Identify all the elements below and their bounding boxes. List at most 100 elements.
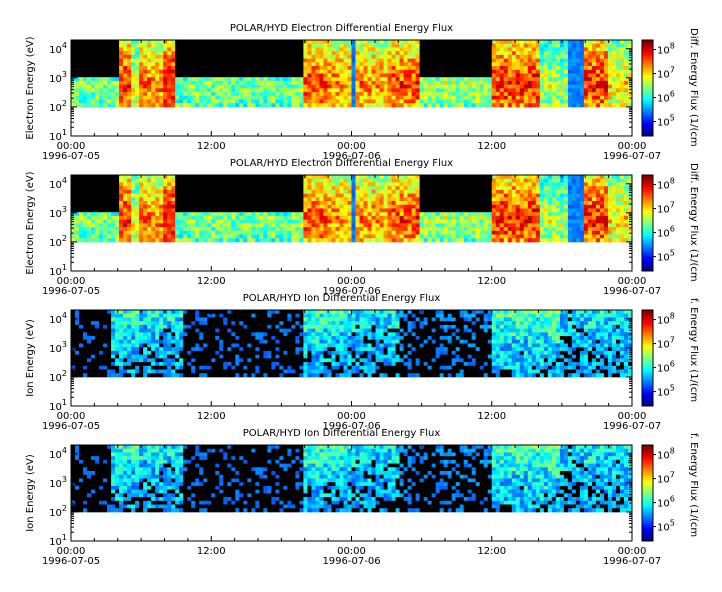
heatmap-cell <box>339 77 344 82</box>
heatmap-cell <box>427 234 433 239</box>
heatmap-cell <box>395 223 400 228</box>
heatmap-cell <box>107 95 112 100</box>
heatmap-cell <box>595 47 601 52</box>
heatmap-cell <box>359 84 364 89</box>
heatmap-cell <box>571 193 577 198</box>
heatmap-cell <box>79 54 84 59</box>
heatmap-cell <box>399 58 404 63</box>
heatmap-cell <box>563 80 569 86</box>
heatmap-cell <box>283 204 288 209</box>
heatmap-cell <box>447 95 453 100</box>
heatmap-cell <box>203 197 208 202</box>
heatmap-cell <box>555 238 561 243</box>
heatmap-cell <box>519 208 525 213</box>
heatmap-cell <box>315 238 320 243</box>
heatmap-cell <box>147 58 152 63</box>
heatmap-cell <box>287 193 292 198</box>
heatmap-cell <box>247 182 252 187</box>
heatmap-cell <box>219 88 224 93</box>
heatmap-cell <box>475 66 481 71</box>
heatmap-cell <box>407 40 413 45</box>
heatmap-cell <box>415 58 421 63</box>
heatmap-cell <box>127 66 132 71</box>
heatmap-cell <box>559 62 565 67</box>
heatmap-cell <box>195 84 200 89</box>
heatmap-cell <box>251 92 256 97</box>
heatmap-cell <box>363 204 368 209</box>
heatmap-cell <box>175 227 180 232</box>
heatmap-cell <box>167 95 172 100</box>
heatmap-cell <box>487 238 493 243</box>
heatmap-cell <box>515 69 521 74</box>
heatmap-cell <box>83 69 88 74</box>
heatmap-cell <box>279 95 284 100</box>
heatmap-cell <box>111 77 116 82</box>
heatmap-cell <box>179 204 184 209</box>
heatmap-cell <box>471 178 477 183</box>
heatmap-cell <box>375 77 380 82</box>
heatmap-cell <box>479 182 485 187</box>
heatmap-cell <box>179 182 184 187</box>
heatmap-cell <box>95 223 100 228</box>
heatmap-cell <box>187 73 192 78</box>
heatmap-cell <box>467 88 473 93</box>
heatmap-cell <box>251 103 256 108</box>
heatmap-cell <box>575 186 581 191</box>
heatmap-cell <box>323 66 328 71</box>
heatmap-cell <box>331 197 336 202</box>
heatmap-cell <box>179 95 184 100</box>
heatmap-cell <box>311 193 316 198</box>
heatmap-cell <box>171 43 176 48</box>
heatmap-cell <box>315 234 320 239</box>
heatmap-cell <box>507 178 513 183</box>
heatmap-cell <box>519 69 525 74</box>
heatmap-cell <box>559 208 565 213</box>
heatmap-cell <box>247 58 252 63</box>
heatmap-cell <box>315 186 320 191</box>
heatmap-cell <box>183 189 188 194</box>
heatmap-cell <box>539 227 545 232</box>
heatmap-cell <box>127 189 132 194</box>
heatmap-cell <box>167 208 172 213</box>
heatmap-cell <box>83 40 88 45</box>
heatmap-cell <box>299 186 304 191</box>
heatmap-cell <box>387 84 392 89</box>
colorbar-tick-label: 105 <box>657 114 675 129</box>
heatmap-cell <box>591 103 597 108</box>
heatmap-cell <box>539 182 545 187</box>
heatmap-cell <box>175 175 180 180</box>
heatmap-cell <box>151 40 156 45</box>
heatmap-cell <box>451 238 457 243</box>
heatmap-cell <box>551 238 557 243</box>
heatmap-cell <box>367 58 372 63</box>
heatmap-cell <box>463 62 469 67</box>
heatmap-cell <box>75 73 80 78</box>
heatmap-cell <box>75 201 80 206</box>
heatmap-cell <box>311 51 316 56</box>
heatmap-cell <box>551 73 557 78</box>
heatmap-cell <box>287 92 292 97</box>
heatmap-cell <box>307 84 312 89</box>
heatmap-cell <box>539 84 545 89</box>
heatmap-cell <box>403 204 408 209</box>
heatmap-cell <box>467 80 473 86</box>
heatmap-cell <box>575 77 581 82</box>
heatmap-cell <box>167 175 172 180</box>
heatmap-cell <box>611 43 617 48</box>
heatmap-cell <box>103 201 108 206</box>
heatmap-cell <box>319 227 324 232</box>
heatmap-cell <box>443 103 449 108</box>
heatmap-cell <box>479 80 485 86</box>
heatmap-cell <box>211 197 216 202</box>
heatmap-cell <box>427 80 433 86</box>
heatmap-cell <box>151 208 156 213</box>
heatmap-cell <box>231 47 236 52</box>
heatmap-cell <box>247 238 252 243</box>
heatmap-cell <box>491 88 497 93</box>
heatmap-cell <box>503 43 509 48</box>
heatmap-cell <box>539 92 545 97</box>
heatmap-cell <box>151 66 156 71</box>
heatmap-cell <box>295 99 300 104</box>
heatmap-cell <box>263 175 268 180</box>
heatmap-cell <box>155 234 160 239</box>
